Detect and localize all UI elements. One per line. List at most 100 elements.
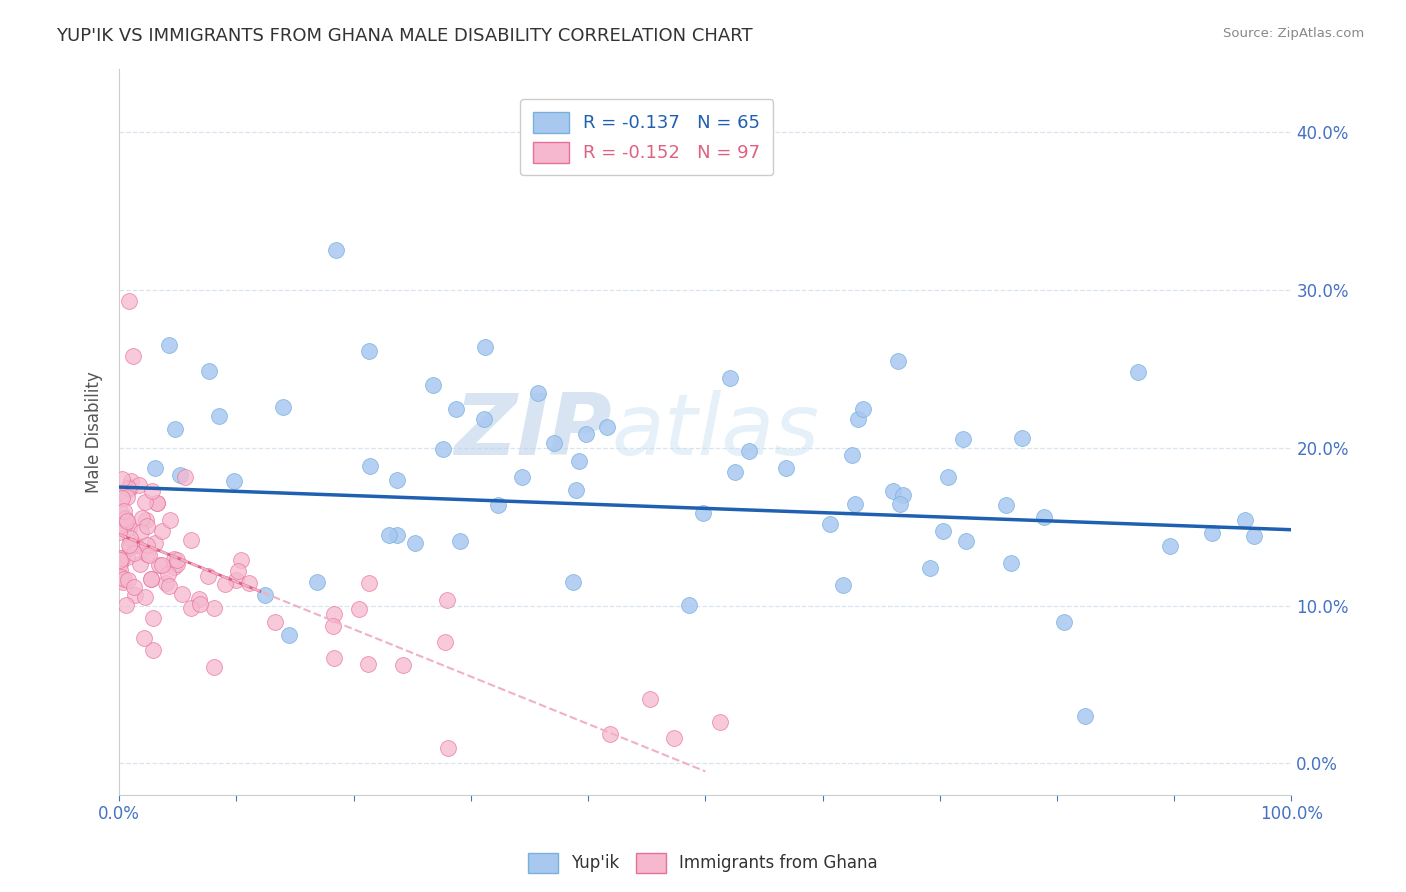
Point	[385, 527, 408, 541]
Point	[174, 470, 197, 484]
Point	[596, 420, 619, 434]
Point	[117, 514, 139, 528]
Point	[169, 468, 191, 483]
Point	[662, 731, 685, 746]
Point	[202, 600, 225, 615]
Point	[432, 442, 454, 456]
Point	[474, 340, 496, 354]
Point	[887, 353, 910, 368]
Point	[449, 533, 471, 548]
Point	[111, 491, 134, 506]
Point	[124, 538, 146, 552]
Point	[114, 512, 136, 526]
Point	[155, 576, 177, 591]
Legend: Yup'ik, Immigrants from Ghana: Yup'ik, Immigrants from Ghana	[522, 847, 884, 880]
Point	[323, 607, 346, 622]
Point	[117, 481, 139, 495]
Point	[115, 490, 138, 504]
Point	[197, 569, 219, 583]
Point	[172, 587, 194, 601]
Point	[166, 553, 188, 567]
Point	[357, 576, 380, 591]
Point	[108, 503, 131, 517]
Point	[832, 578, 855, 592]
Point	[305, 575, 328, 590]
Point	[277, 628, 299, 642]
Point	[110, 570, 132, 584]
Point	[322, 619, 344, 633]
Point	[359, 343, 381, 358]
Point	[1128, 365, 1150, 379]
Point	[134, 632, 156, 646]
Point	[422, 377, 444, 392]
Point	[163, 559, 186, 574]
Point	[148, 558, 170, 573]
Point	[134, 591, 156, 605]
Point	[510, 470, 533, 484]
Point	[146, 496, 169, 510]
Point	[108, 563, 131, 577]
Point	[136, 519, 159, 533]
Point	[138, 548, 160, 562]
Point	[111, 551, 134, 566]
Point	[142, 611, 165, 625]
Point	[359, 458, 381, 473]
Text: ZIP: ZIP	[454, 391, 612, 474]
Point	[404, 536, 426, 550]
Point	[214, 577, 236, 591]
Point	[129, 525, 152, 540]
Point	[128, 477, 150, 491]
Point	[163, 422, 186, 436]
Y-axis label: Male Disability: Male Disability	[86, 371, 103, 492]
Point	[208, 409, 231, 423]
Point	[118, 480, 141, 494]
Point	[436, 593, 458, 607]
Point	[114, 510, 136, 524]
Point	[150, 558, 173, 572]
Point	[146, 495, 169, 509]
Point	[437, 741, 460, 756]
Point	[444, 401, 467, 416]
Point	[1033, 510, 1056, 524]
Point	[844, 497, 866, 511]
Point	[118, 293, 141, 308]
Point	[347, 601, 370, 615]
Point	[110, 550, 132, 565]
Point	[112, 574, 135, 589]
Point	[724, 465, 747, 479]
Point	[846, 411, 869, 425]
Text: atlas: atlas	[612, 391, 820, 474]
Point	[188, 597, 211, 611]
Point	[136, 547, 159, 561]
Point	[225, 573, 247, 587]
Point	[920, 561, 942, 575]
Point	[820, 516, 842, 531]
Point	[163, 551, 186, 566]
Point	[112, 572, 135, 586]
Point	[134, 495, 156, 509]
Point	[322, 650, 344, 665]
Point	[882, 483, 904, 498]
Point	[157, 566, 180, 581]
Point	[737, 444, 759, 458]
Point	[678, 598, 700, 612]
Point	[157, 338, 180, 352]
Point	[325, 243, 347, 257]
Point	[392, 658, 415, 673]
Point	[129, 557, 152, 571]
Point	[936, 470, 959, 484]
Point	[1243, 529, 1265, 543]
Point	[115, 599, 138, 613]
Point	[131, 510, 153, 524]
Point	[124, 580, 146, 594]
Text: Source: ZipAtlas.com: Source: ZipAtlas.com	[1223, 27, 1364, 40]
Point	[142, 643, 165, 657]
Point	[775, 461, 797, 475]
Point	[143, 461, 166, 475]
Text: YUP'IK VS IMMIGRANTS FROM GHANA MALE DISABILITY CORRELATION CHART: YUP'IK VS IMMIGRANTS FROM GHANA MALE DIS…	[56, 27, 752, 45]
Point	[159, 513, 181, 527]
Point	[150, 524, 173, 538]
Point	[952, 432, 974, 446]
Point	[889, 497, 911, 511]
Point	[226, 565, 249, 579]
